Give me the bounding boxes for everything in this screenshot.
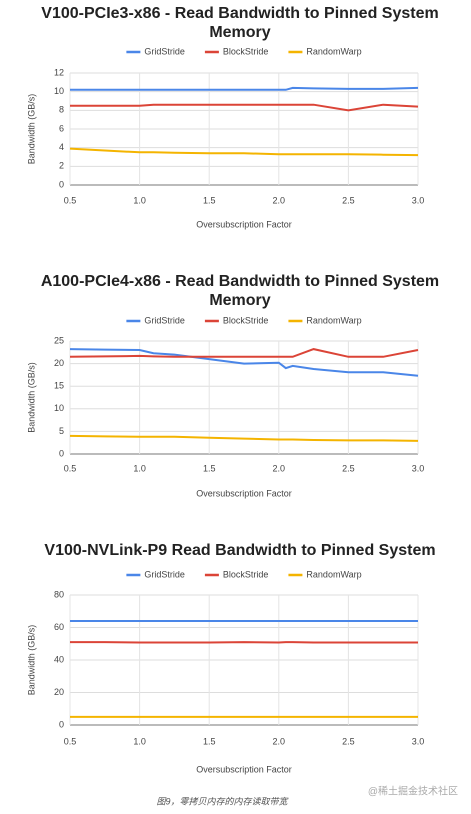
y-axis-label: Bandwidth (GB/s) xyxy=(26,94,36,165)
y-tick-label: 15 xyxy=(54,381,64,391)
x-tick-label: 1.5 xyxy=(203,195,216,205)
chart-title: V100-NVLink-P9 Read Bandwidth to Pinned … xyxy=(44,542,436,559)
legend-label: BlockStride xyxy=(223,315,269,325)
series-line xyxy=(69,348,419,377)
x-axis-label: Oversubscription Factor xyxy=(196,219,292,229)
chart-title: A100-PCIe4-x86 - Read Bandwidth to Pinne… xyxy=(40,273,440,309)
x-tick-label: 2.0 xyxy=(273,463,286,473)
y-tick-label: 0 xyxy=(59,179,64,189)
x-tick-label: 0.5 xyxy=(64,736,77,746)
y-tick-label: 40 xyxy=(54,654,64,664)
x-tick-label: 3.0 xyxy=(412,736,425,746)
y-tick-label: 4 xyxy=(59,142,64,152)
x-tick-label: 2.0 xyxy=(273,736,286,746)
legend-label: GridStride xyxy=(144,569,185,579)
x-tick-label: 0.5 xyxy=(64,463,77,473)
x-tick-label: 0.5 xyxy=(64,195,77,205)
x-tick-label: 1.5 xyxy=(203,463,216,473)
y-tick-label: 6 xyxy=(59,123,64,133)
chart-title: V100-PCIe3-x86 - Read Bandwidth to Pinne… xyxy=(41,5,439,41)
x-tick-label: 1.5 xyxy=(203,736,216,746)
legend-label: RandomWarp xyxy=(306,46,361,56)
y-tick-label: 8 xyxy=(59,105,64,115)
series-line xyxy=(69,348,419,358)
y-tick-label: 10 xyxy=(54,403,64,413)
legend-label: BlockStride xyxy=(223,569,269,579)
y-tick-label: 60 xyxy=(54,622,64,632)
series-line xyxy=(70,103,419,112)
x-tick-label: 2.5 xyxy=(342,195,355,205)
y-tick-label: 0 xyxy=(59,448,64,458)
x-tick-label: 1.0 xyxy=(133,736,146,746)
x-tick-label: 1.0 xyxy=(133,463,146,473)
y-axis-label: Bandwidth (GB/s) xyxy=(26,362,36,433)
x-tick-label: 2.5 xyxy=(342,736,355,746)
x-tick-label: 3.0 xyxy=(412,463,425,473)
series-line xyxy=(69,147,419,157)
x-tick-label: 2.5 xyxy=(342,463,355,473)
y-tick-label: 20 xyxy=(54,687,64,697)
y-axis-label: Bandwidth (GB/s) xyxy=(26,625,36,696)
legend-label: BlockStride xyxy=(223,46,269,56)
x-axis-label: Oversubscription Factor xyxy=(196,488,292,498)
x-tick-label: 3.0 xyxy=(412,195,425,205)
y-tick-label: 25 xyxy=(54,335,64,345)
watermark: @稀土掘金技术社区 xyxy=(368,785,458,798)
x-tick-label: 1.0 xyxy=(133,195,146,205)
series-line xyxy=(70,86,419,91)
y-tick-label: 20 xyxy=(54,358,64,368)
y-tick-label: 12 xyxy=(54,67,64,77)
y-tick-label: 2 xyxy=(59,161,64,171)
legend-label: RandomWarp xyxy=(306,315,361,325)
x-tick-label: 2.0 xyxy=(273,195,286,205)
legend-label: GridStride xyxy=(144,315,185,325)
caption: 图9，零拷贝内存的内存读取带宽 xyxy=(156,796,289,806)
y-tick-label: 80 xyxy=(54,589,64,599)
y-tick-label: 10 xyxy=(54,86,64,96)
series-line xyxy=(69,434,419,442)
y-tick-label: 0 xyxy=(59,719,64,729)
x-axis-label: Oversubscription Factor xyxy=(196,764,292,774)
legend-label: GridStride xyxy=(144,46,185,56)
y-tick-label: 5 xyxy=(59,426,64,436)
legend-label: RandomWarp xyxy=(306,569,361,579)
